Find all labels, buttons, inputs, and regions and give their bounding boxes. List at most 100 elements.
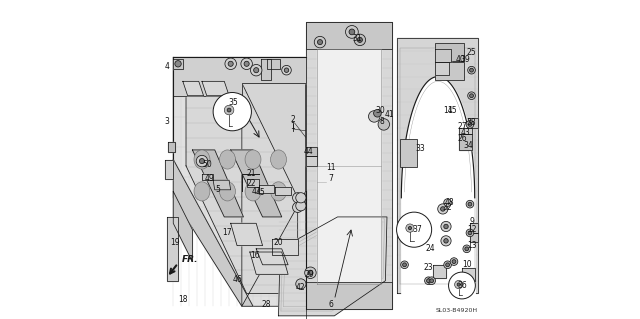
Circle shape bbox=[444, 199, 451, 206]
Bar bbox=[306, 282, 392, 309]
Circle shape bbox=[454, 280, 463, 289]
Circle shape bbox=[440, 207, 445, 211]
Circle shape bbox=[401, 235, 408, 243]
Text: 7: 7 bbox=[329, 174, 333, 183]
Polygon shape bbox=[268, 59, 280, 69]
Circle shape bbox=[317, 40, 323, 45]
Circle shape bbox=[227, 108, 231, 112]
Polygon shape bbox=[173, 191, 193, 262]
Circle shape bbox=[468, 231, 472, 235]
Circle shape bbox=[349, 29, 355, 35]
Polygon shape bbox=[306, 22, 392, 309]
Circle shape bbox=[305, 267, 316, 278]
Text: SL03-B4920H: SL03-B4920H bbox=[436, 308, 478, 313]
Circle shape bbox=[397, 212, 431, 247]
Circle shape bbox=[224, 105, 234, 115]
Bar bbox=[306, 22, 392, 49]
Circle shape bbox=[424, 277, 432, 285]
Text: 25: 25 bbox=[467, 48, 476, 57]
Text: 41: 41 bbox=[385, 110, 394, 119]
Circle shape bbox=[452, 260, 456, 263]
Text: 17: 17 bbox=[223, 228, 232, 237]
Circle shape bbox=[463, 245, 470, 253]
Circle shape bbox=[175, 61, 181, 67]
Polygon shape bbox=[462, 268, 475, 281]
Text: 30: 30 bbox=[376, 106, 385, 115]
Text: 47: 47 bbox=[252, 187, 261, 196]
Polygon shape bbox=[193, 150, 243, 217]
Text: 18: 18 bbox=[178, 295, 188, 304]
Circle shape bbox=[314, 36, 326, 48]
Circle shape bbox=[250, 64, 262, 76]
Text: 3: 3 bbox=[164, 117, 170, 126]
Polygon shape bbox=[275, 187, 291, 195]
Ellipse shape bbox=[245, 150, 261, 169]
Polygon shape bbox=[259, 185, 274, 193]
Circle shape bbox=[346, 26, 358, 38]
Polygon shape bbox=[202, 81, 229, 96]
Circle shape bbox=[308, 270, 313, 275]
Circle shape bbox=[438, 204, 448, 214]
Circle shape bbox=[213, 93, 252, 131]
Text: 44: 44 bbox=[304, 147, 314, 156]
Polygon shape bbox=[306, 147, 317, 156]
Text: 38: 38 bbox=[467, 118, 476, 127]
Polygon shape bbox=[278, 217, 387, 316]
Text: 42: 42 bbox=[296, 283, 306, 292]
Circle shape bbox=[196, 155, 208, 167]
Circle shape bbox=[401, 219, 408, 227]
Circle shape bbox=[468, 202, 472, 206]
Text: 36: 36 bbox=[457, 281, 467, 290]
Circle shape bbox=[441, 236, 451, 246]
Text: 15: 15 bbox=[447, 106, 457, 115]
Polygon shape bbox=[202, 174, 213, 180]
Circle shape bbox=[466, 229, 474, 237]
Bar bbox=[435, 62, 463, 80]
Circle shape bbox=[357, 37, 362, 42]
Circle shape bbox=[450, 258, 458, 265]
Text: 14: 14 bbox=[443, 106, 452, 115]
Circle shape bbox=[408, 226, 412, 230]
Ellipse shape bbox=[245, 182, 261, 201]
Bar bbox=[400, 139, 417, 167]
Circle shape bbox=[403, 237, 406, 241]
Circle shape bbox=[429, 279, 433, 283]
Circle shape bbox=[466, 200, 474, 208]
Circle shape bbox=[296, 201, 306, 211]
Ellipse shape bbox=[220, 150, 236, 169]
Circle shape bbox=[406, 224, 414, 232]
Text: 28: 28 bbox=[261, 300, 271, 309]
Text: 49: 49 bbox=[205, 174, 215, 183]
Circle shape bbox=[284, 68, 289, 72]
Text: 26: 26 bbox=[457, 134, 467, 143]
Text: 9: 9 bbox=[469, 217, 474, 226]
Circle shape bbox=[466, 121, 474, 128]
Polygon shape bbox=[470, 223, 478, 233]
Circle shape bbox=[282, 65, 291, 75]
Text: 22: 22 bbox=[246, 179, 256, 188]
Circle shape bbox=[292, 193, 303, 203]
Polygon shape bbox=[173, 57, 306, 96]
Ellipse shape bbox=[220, 182, 236, 201]
Text: 5: 5 bbox=[216, 185, 220, 194]
Circle shape bbox=[378, 119, 390, 130]
Circle shape bbox=[241, 58, 252, 70]
Ellipse shape bbox=[194, 150, 210, 169]
Polygon shape bbox=[213, 180, 230, 190]
Text: 33: 33 bbox=[415, 144, 426, 153]
Circle shape bbox=[470, 68, 474, 72]
Circle shape bbox=[225, 58, 236, 70]
Circle shape bbox=[403, 263, 406, 267]
Text: 29: 29 bbox=[305, 270, 315, 279]
Polygon shape bbox=[317, 49, 381, 284]
Polygon shape bbox=[173, 59, 183, 69]
Text: 31: 31 bbox=[353, 34, 362, 43]
Polygon shape bbox=[256, 249, 288, 265]
Polygon shape bbox=[183, 81, 204, 96]
Circle shape bbox=[444, 224, 448, 229]
Polygon shape bbox=[230, 223, 262, 246]
Text: 6: 6 bbox=[329, 300, 333, 309]
Circle shape bbox=[470, 94, 474, 98]
Polygon shape bbox=[246, 179, 259, 187]
Polygon shape bbox=[165, 160, 173, 179]
